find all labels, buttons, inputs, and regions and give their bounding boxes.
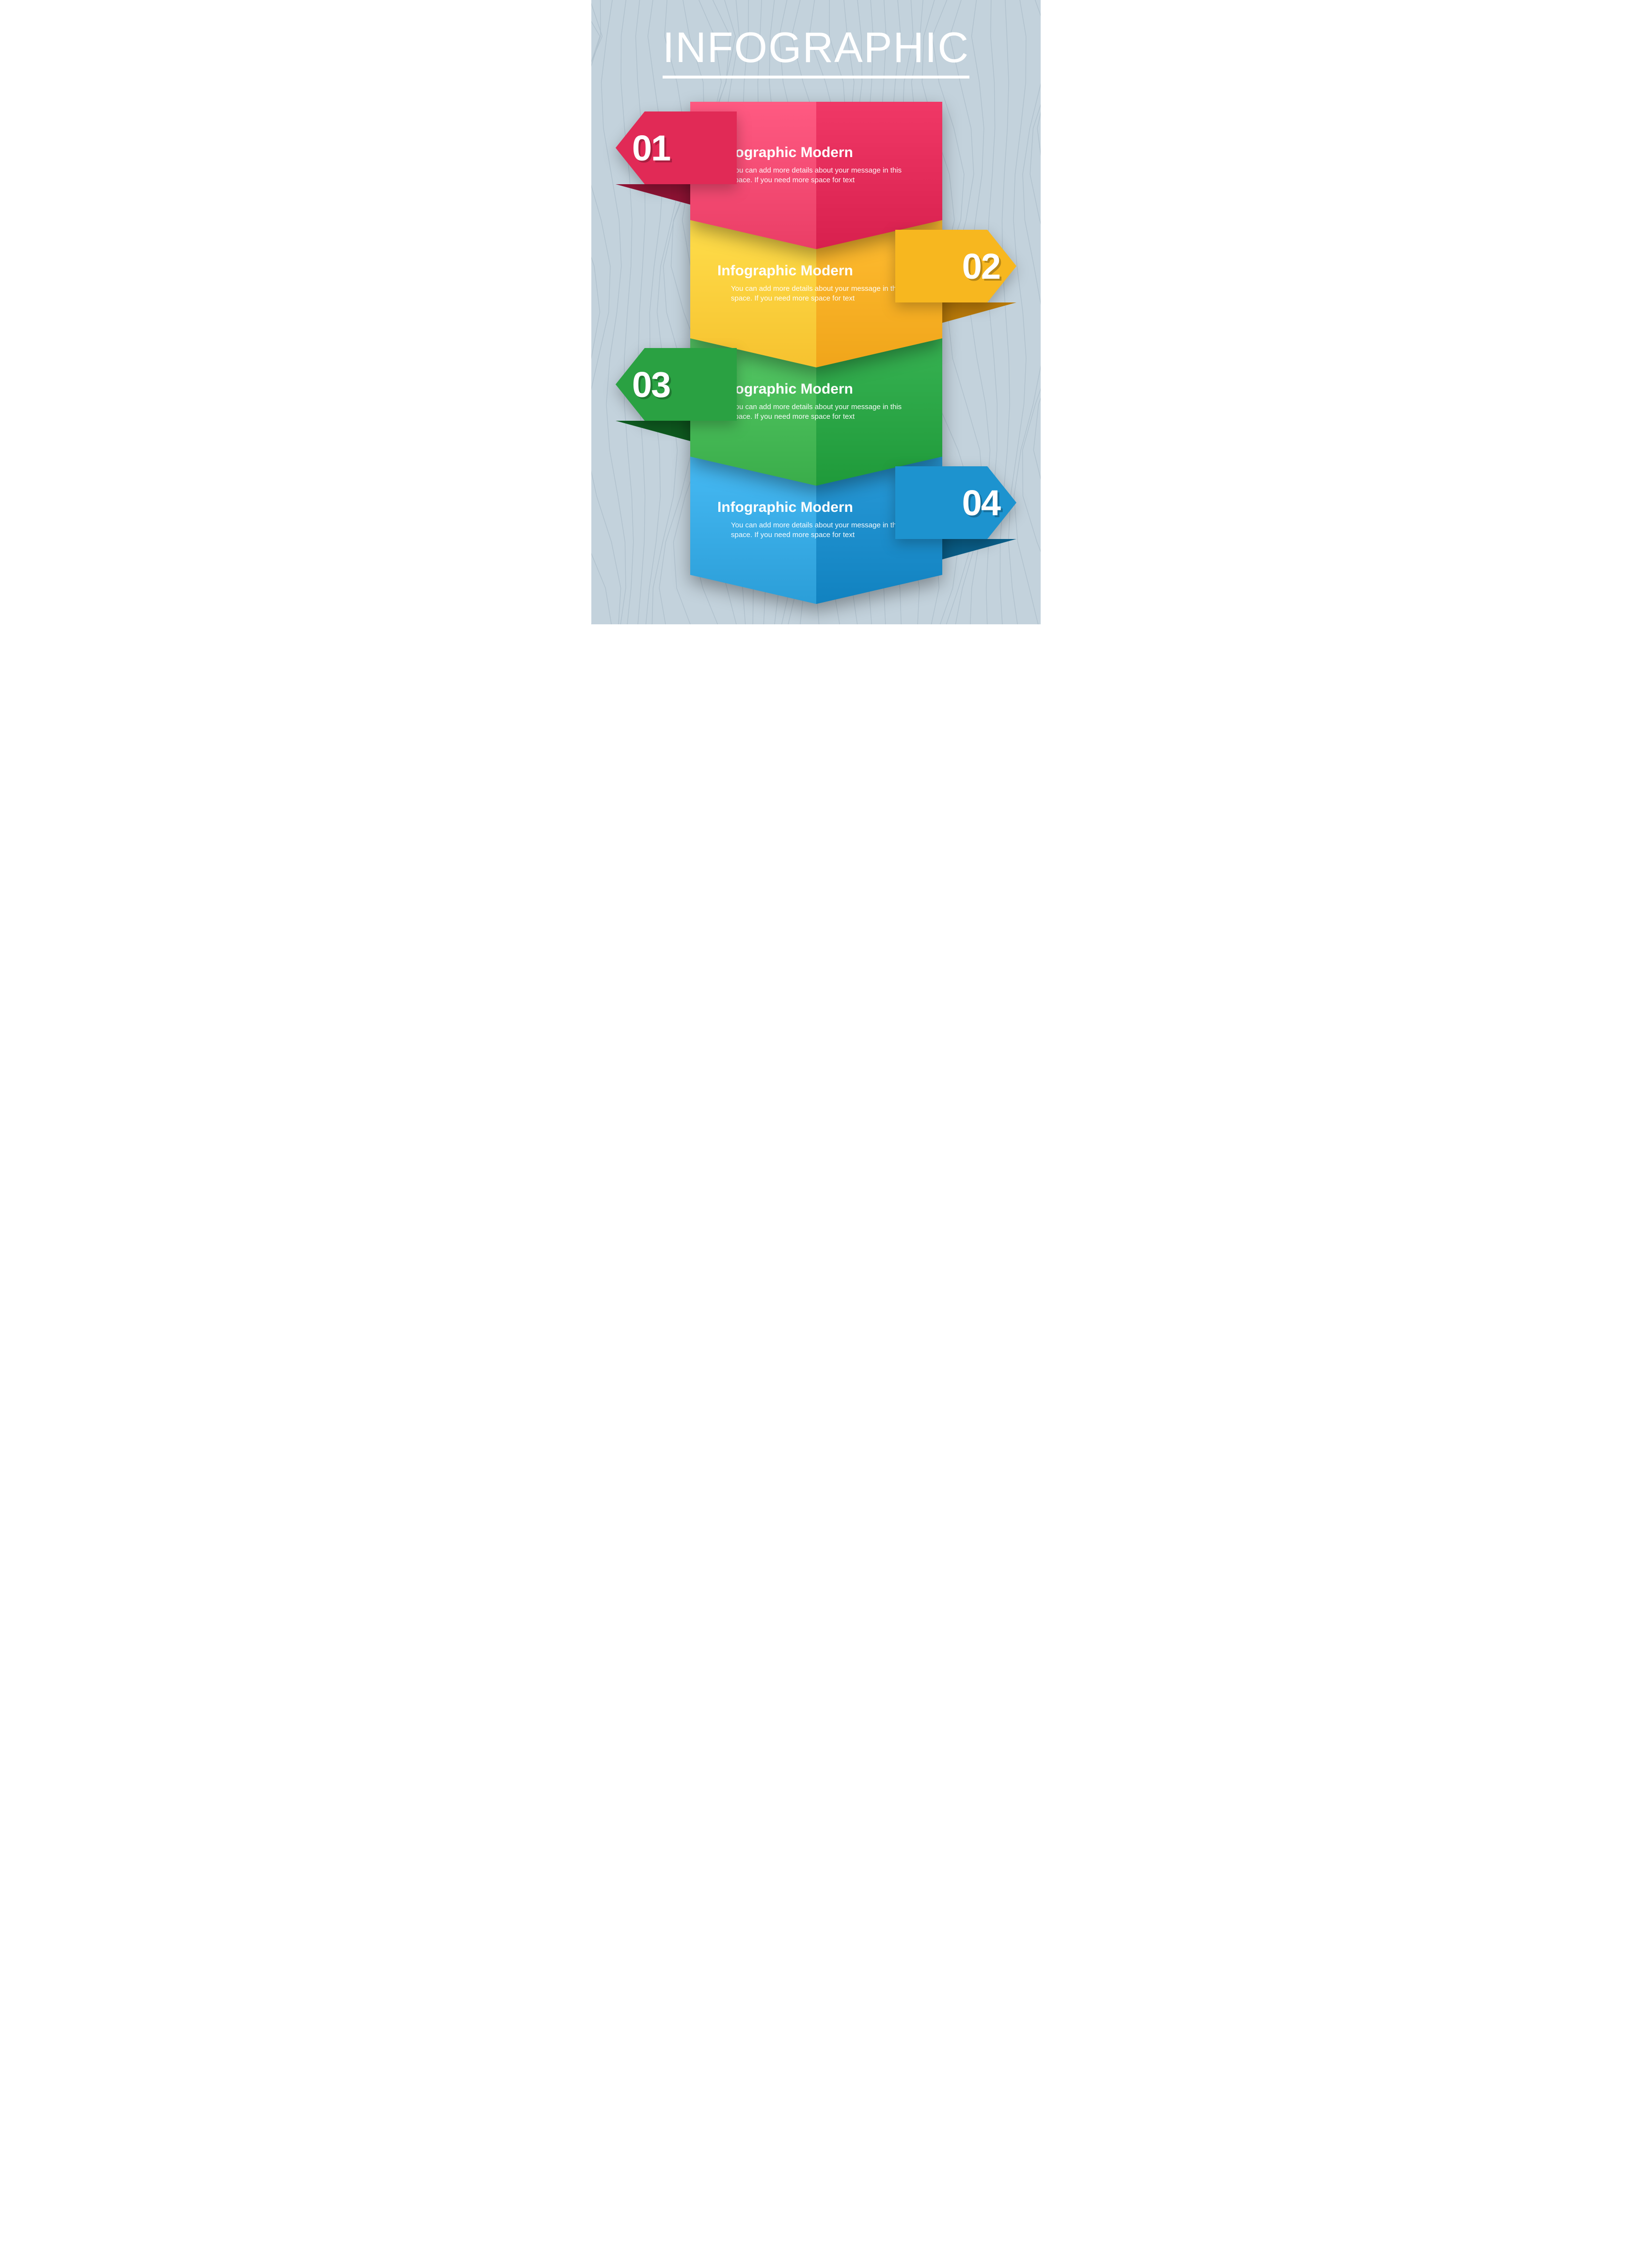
steps-stack: 01 Infographic Modern You can add more det…	[591, 102, 1041, 575]
step-heading: Infographic Modern	[717, 381, 923, 397]
infographic-page: INFOGRAPHIC 01 Infographic Modern You can …	[591, 0, 1041, 624]
step-number: 01	[632, 111, 670, 184]
step-content: Infographic Modern You can add more detai…	[717, 263, 923, 304]
step-description: You can add more details about your mess…	[717, 166, 923, 186]
step-heading: Infographic Modern	[717, 263, 923, 279]
step-heading: Infographic Modern	[717, 144, 923, 161]
step-number: 02	[962, 230, 1000, 302]
step-fold-02	[942, 302, 1016, 323]
step-tag-02: 02	[895, 230, 1016, 302]
step-description: You can add more details about your mess…	[717, 284, 923, 304]
page-title: INFOGRAPHIC	[663, 26, 969, 79]
title-container: INFOGRAPHIC	[591, 26, 1041, 79]
step-tag-03: 03	[616, 348, 737, 421]
step-content: Infographic Modern You can add more detai…	[717, 499, 923, 540]
step-tag-01: 01	[616, 111, 737, 184]
step-fold-04	[942, 539, 1016, 559]
step-number: 04	[962, 466, 1000, 539]
step-content: Infographic Modern You can add more detai…	[717, 144, 923, 186]
step-fold-03	[616, 421, 690, 441]
step-01: 01 Infographic Modern You can add more det…	[591, 102, 1041, 220]
step-heading: Infographic Modern	[717, 499, 923, 516]
step-content: Infographic Modern You can add more detai…	[717, 381, 923, 422]
step-description: You can add more details about your mess…	[717, 521, 923, 540]
step-tag-04: 04	[895, 466, 1016, 539]
step-description: You can add more details about your mess…	[717, 402, 923, 422]
step-number: 03	[632, 348, 670, 421]
step-fold-01	[616, 184, 690, 205]
